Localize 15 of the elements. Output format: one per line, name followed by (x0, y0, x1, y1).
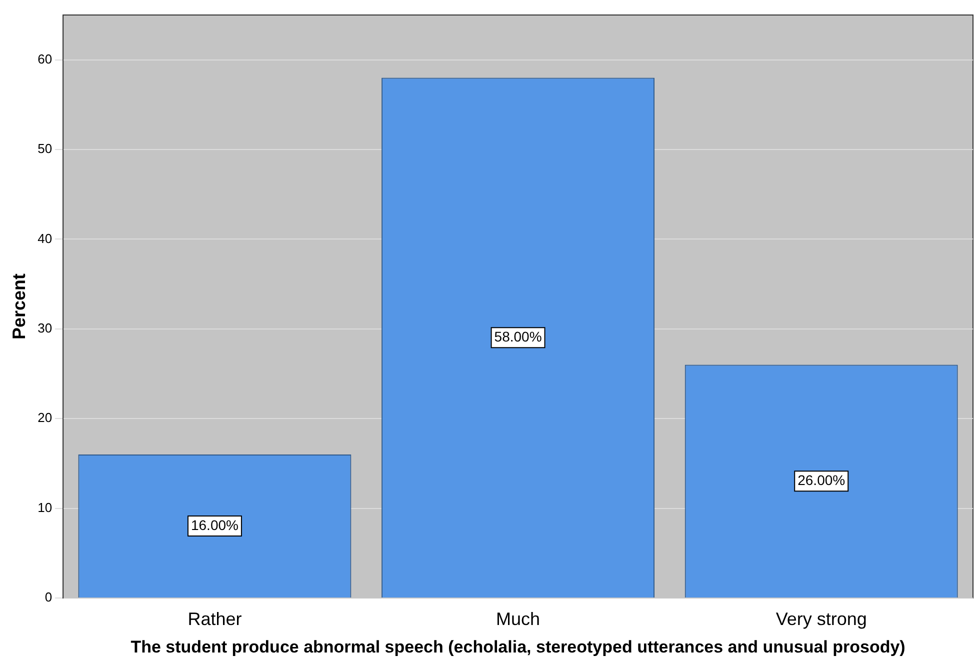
y-tick-label: 30 (38, 320, 52, 336)
data-label: 58.00% (494, 328, 542, 344)
x-axis-title: The student produce abnormal speech (echolalia, stereotyped utterances and unusual prosody) (130, 637, 906, 656)
data-label: 16.00% (190, 516, 238, 533)
y-tick-label: 0 (44, 590, 52, 605)
x-tick-label: Very strong (776, 608, 867, 629)
y-tick-label: 60 (38, 51, 52, 66)
y-axis-title: Percent (8, 273, 29, 340)
y-tick-label: 50 (38, 141, 52, 156)
y-tick-label: 40 (38, 230, 52, 246)
y-tick-label: 10 (38, 500, 52, 515)
y-tick-label: 20 (38, 410, 52, 426)
x-tick-label: Rather (188, 608, 242, 629)
x-tick-label: Much (496, 608, 540, 629)
data-label: 26.00% (798, 472, 846, 488)
